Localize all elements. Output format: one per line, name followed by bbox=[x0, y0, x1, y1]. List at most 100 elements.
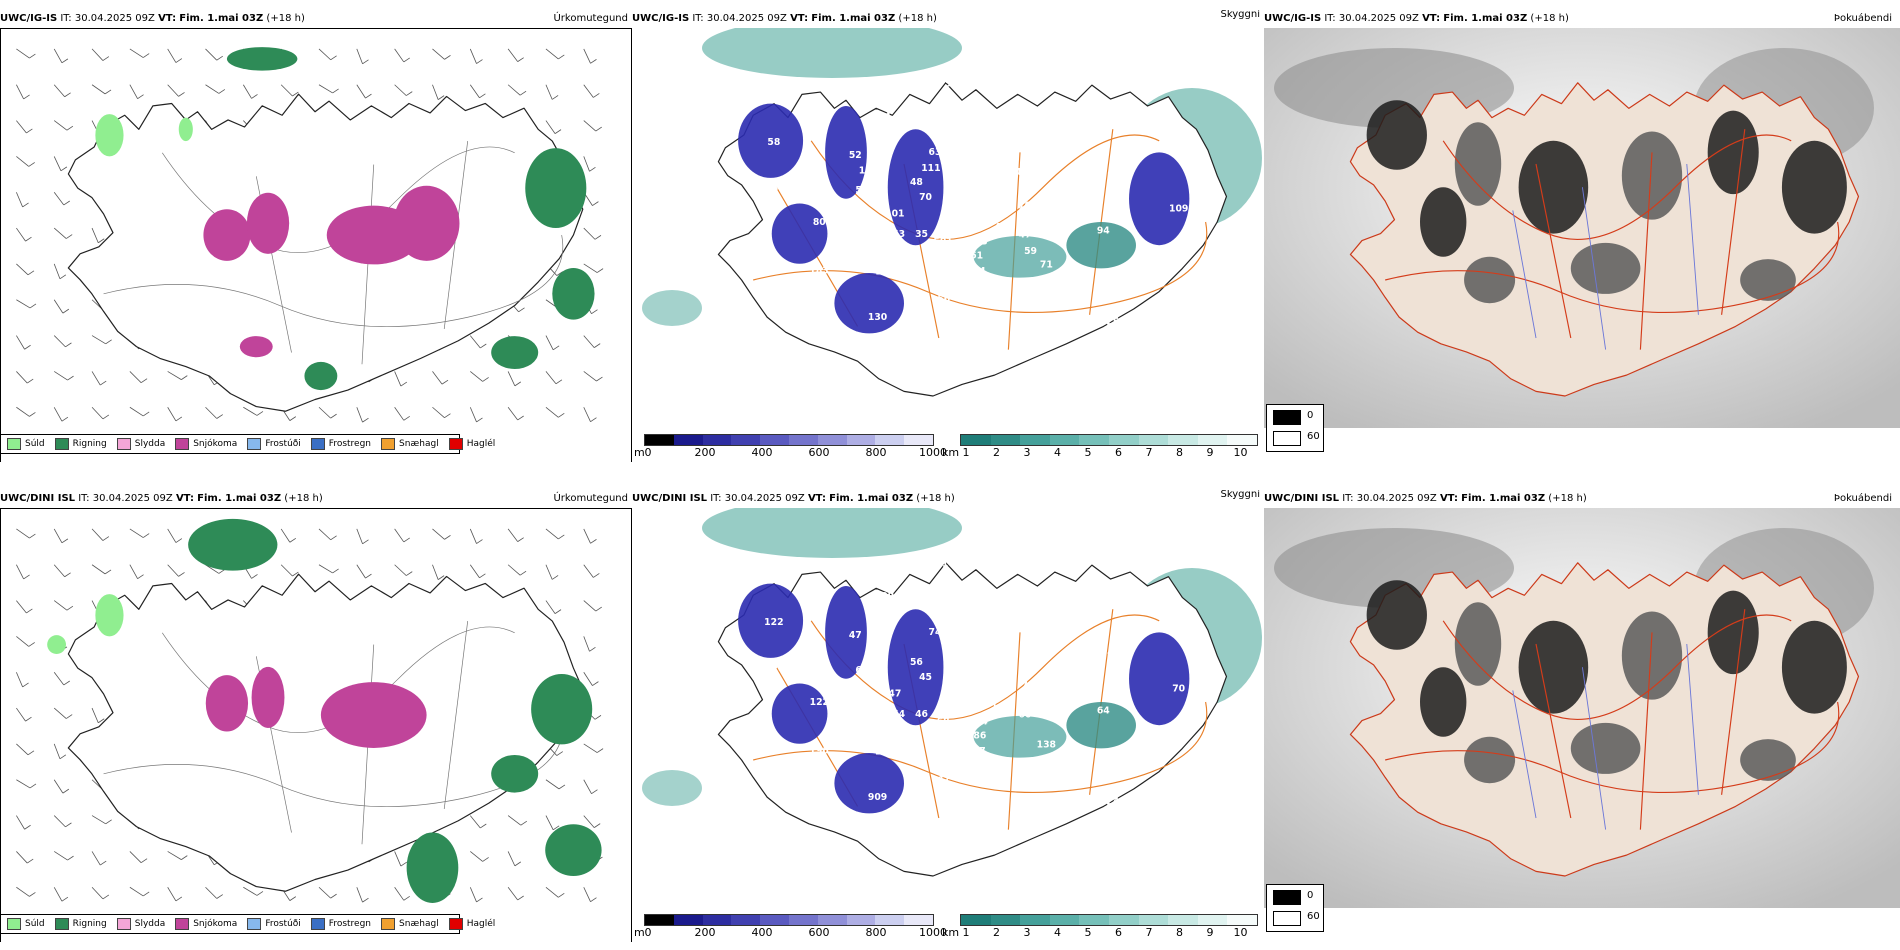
legend-swatch bbox=[7, 438, 21, 450]
it-value: 30.04.2025 09Z bbox=[724, 493, 805, 504]
ceiling-value-label: 87 bbox=[973, 746, 986, 757]
ceiling-value-label: 204 bbox=[977, 123, 997, 134]
ceiling-value-label: 47 bbox=[937, 774, 950, 785]
ceiling-tick: 200 bbox=[694, 926, 716, 939]
ceiling-value-label: 138 bbox=[1118, 746, 1137, 757]
ceiling-value-label: 98 bbox=[900, 256, 913, 267]
model-name: UWC/DINI ISL bbox=[0, 493, 76, 504]
ceiling-value-label: 47 bbox=[849, 630, 862, 641]
it-label: IT: bbox=[1342, 493, 1354, 504]
fog-label-60: 60 bbox=[1307, 911, 1320, 922]
ceiling-value-label: 60 bbox=[972, 682, 985, 693]
precip-type-map bbox=[0, 508, 632, 942]
ceiling-value-label: 56 bbox=[996, 675, 1009, 686]
legend-item: Haglél bbox=[448, 918, 495, 930]
precip-legend: Súld Rigning Slydda Snjókoma Frostúði Fr… bbox=[0, 914, 495, 934]
colorbar-segment bbox=[788, 435, 818, 445]
legend-item: Súld bbox=[7, 918, 45, 930]
visibility-unit: km bbox=[942, 926, 960, 939]
ceiling-tick: 1000 bbox=[919, 446, 947, 459]
visibility-tick: 5 bbox=[1084, 926, 1092, 939]
ceiling-value-label: 40 bbox=[948, 189, 961, 200]
colorbar-segment bbox=[1020, 915, 1050, 925]
visibility-tick: 3 bbox=[1023, 446, 1031, 459]
colorbar-segment bbox=[1138, 435, 1169, 445]
ceiling-tick: 600 bbox=[808, 926, 830, 939]
it-label: IT: bbox=[1324, 13, 1336, 24]
fog-label-0: 0 bbox=[1307, 410, 1314, 421]
ceiling-value-label: 46 bbox=[1121, 266, 1134, 277]
ceiling-value-label: 56 bbox=[910, 657, 923, 668]
vt-value: Fim. 1.mai 03Z bbox=[1461, 493, 1546, 504]
legend-swatch bbox=[448, 918, 463, 930]
colorbar-segment bbox=[817, 915, 847, 925]
ceiling-value-label: 64 bbox=[1097, 706, 1110, 717]
visibility-tick: 9 bbox=[1206, 926, 1214, 939]
it-value: 30.04.2025 09Z bbox=[706, 13, 787, 24]
colorbar-segment bbox=[1108, 915, 1139, 925]
legend-item: Frostregn bbox=[310, 918, 371, 930]
lead-time: (+18 h) bbox=[916, 493, 955, 504]
ceiling-value-label: 357 bbox=[1026, 778, 1045, 789]
colorbar-segment bbox=[702, 915, 732, 925]
ceiling-value-label: 71 bbox=[1021, 681, 1034, 692]
ceiling-value-label: 70 bbox=[1050, 681, 1063, 692]
row2-fog-panel: UWC/DINI ISL IT: 30.04.2025 09Z VT: Fim.… bbox=[1264, 490, 1900, 942]
lead-time: (+18 h) bbox=[1530, 13, 1569, 24]
visibility-tick: 10 bbox=[1233, 926, 1248, 939]
fog-label-60: 60 bbox=[1307, 431, 1320, 442]
colorbar-segment bbox=[1020, 435, 1050, 445]
ceiling-value-label: 909 bbox=[868, 792, 887, 803]
ceiling-value-label: 308 bbox=[969, 202, 988, 213]
ceiling-value-label: 48 bbox=[966, 180, 979, 191]
ceiling-value-label: 90 bbox=[982, 648, 995, 659]
ceiling-value-label: 45 bbox=[977, 214, 990, 225]
legend-swatch bbox=[175, 918, 190, 930]
colorbar-segment bbox=[1049, 435, 1080, 445]
fog-legend: 0 60 bbox=[1266, 404, 1324, 452]
fog-index-map bbox=[1264, 508, 1900, 908]
fog-swatch-0 bbox=[1273, 890, 1301, 905]
ceiling-value-label: 50 bbox=[876, 196, 889, 207]
it-value: 30.04.2025 09Z bbox=[74, 13, 155, 24]
ceiling-value-label: 47 bbox=[926, 731, 939, 742]
colorbar-segment bbox=[788, 915, 818, 925]
ceiling-tick: 1000 bbox=[919, 926, 947, 939]
legend-label: Frostregn bbox=[328, 439, 372, 449]
visibility-tick: 10 bbox=[1233, 446, 1248, 459]
ceiling-value-label: 252 bbox=[690, 201, 709, 212]
ceiling-value-label: 54 bbox=[892, 709, 905, 720]
legend-swatch bbox=[116, 918, 131, 930]
colorbar-segment bbox=[846, 435, 876, 445]
ceiling-value-label: 69 bbox=[855, 665, 868, 676]
vt-label: VT: bbox=[158, 13, 177, 24]
colorbar-segment bbox=[1079, 915, 1109, 925]
vt-value: Fim. 1.mai 03Z bbox=[179, 13, 264, 24]
ceiling-value-label: 41 bbox=[1041, 640, 1054, 651]
colorbar-segment bbox=[1197, 435, 1228, 445]
ceiling-value-label: 36 bbox=[981, 815, 994, 826]
legend-label: Frostúði bbox=[265, 439, 301, 449]
field-name: Skyggni bbox=[1220, 10, 1260, 20]
ceiling-value-label: 567 bbox=[772, 184, 791, 195]
legend-item: Snjókoma bbox=[175, 918, 237, 930]
colorbar-segment bbox=[1227, 915, 1257, 925]
legend-swatch bbox=[310, 438, 325, 450]
legend-swatch bbox=[54, 438, 69, 450]
visibility-colorbar: m 0 200 400 600 800 1000 km 1 2 3 4 5 6 7 8 9 10 bbox=[632, 432, 1264, 462]
ceiling-value-label: 58 bbox=[767, 137, 780, 148]
ceiling-tick: 0 bbox=[644, 446, 652, 459]
legend-swatch bbox=[247, 918, 262, 930]
field-name: Þokuábendi bbox=[1833, 493, 1892, 504]
ceiling-value-label: 47 bbox=[888, 688, 901, 699]
ceiling-value-label: 80 bbox=[813, 217, 826, 228]
vt-value: Fim. 1.mai 03Z bbox=[811, 13, 896, 24]
ceiling-value-label: 130 bbox=[868, 312, 887, 323]
row1-visibility-panel: UWC/IG-IS IT: 30.04.2025 09Z VT: Fim. 1.… bbox=[632, 10, 1264, 462]
model-name: UWC/DINI ISL bbox=[1264, 493, 1340, 504]
fog-legend: 0 60 bbox=[1266, 884, 1324, 932]
visibility-tick: 1 bbox=[962, 926, 970, 939]
colorbar-segment bbox=[904, 915, 933, 925]
colorbar-segment bbox=[961, 435, 991, 445]
it-label: IT: bbox=[692, 13, 704, 24]
